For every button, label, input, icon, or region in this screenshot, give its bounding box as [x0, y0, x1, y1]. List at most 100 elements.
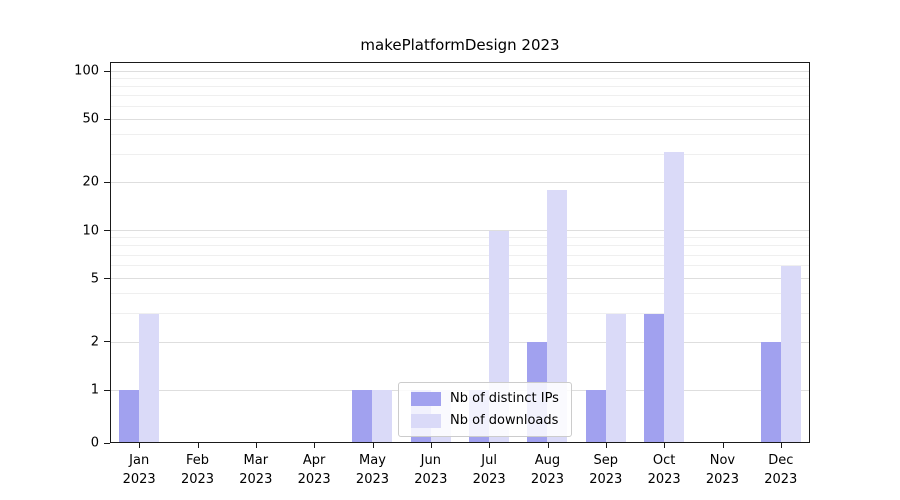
x-tick-label-may: May 2023: [343, 452, 401, 490]
y-tick-mark: [104, 118, 110, 120]
legend-label: Nb of downloads: [450, 413, 559, 428]
legend: Nb of distinct IPs Nb of downloads: [398, 382, 572, 437]
x-tick-mark: [255, 443, 257, 448]
y-tick-label-50: 50: [82, 111, 99, 127]
gridline-70: [110, 95, 810, 97]
y-tick-mark: [104, 181, 110, 183]
gridline-4: [110, 293, 810, 295]
bar-distinct-ips-dec: [760, 342, 781, 443]
gridline-10: [110, 230, 810, 231]
y-tick-mark: [104, 442, 110, 444]
legend-swatch: [411, 413, 441, 428]
x-tick-mark: [372, 443, 374, 448]
y-tick-label-100: 100: [74, 63, 99, 79]
x-tick-year: 2023: [180, 471, 215, 487]
gridline-90: [110, 77, 810, 79]
x-tick-month: Feb: [185, 453, 209, 468]
gridline-50: [110, 118, 810, 120]
gridline-80: [110, 85, 810, 87]
x-tick-label-apr: Apr 2023: [285, 452, 343, 490]
legend-item: Nb of distinct IPs: [411, 391, 559, 406]
chart-title: makePlatformDesign 2023: [360, 36, 560, 54]
x-tick-month: Jun: [420, 453, 441, 468]
legend-label: Nb of distinct IPs: [450, 391, 559, 406]
gridline-9: [110, 237, 810, 239]
x-tick-mark: [197, 443, 199, 448]
x-tick-year: 2023: [355, 471, 390, 487]
gridline-2: [110, 341, 810, 343]
bar-group-oct: [635, 62, 693, 443]
gridline-100: [110, 70, 810, 72]
legend-item: Nb of downloads: [411, 413, 559, 428]
y-tick-mark: [104, 278, 110, 279]
x-tick-label-mar: Mar 2023: [227, 452, 285, 490]
x-tick-year: 2023: [239, 471, 273, 487]
gridline-6: [110, 265, 810, 267]
x-tick-month: Apr: [302, 453, 326, 468]
bar-group-mar: [227, 62, 285, 443]
y-tick-label-10: 10: [82, 223, 99, 238]
gridline-8: [110, 245, 810, 247]
legend-swatch: [411, 391, 441, 406]
x-tick-year: 2023: [530, 471, 564, 487]
x-tick-month: Jan: [129, 453, 150, 468]
x-tick-mark: [605, 443, 607, 448]
x-axis: Jan 2023 Feb 2023 Mar 2023 Apr 2023 May 2023 Jun 20…: [110, 452, 810, 490]
x-tick-year: 2023: [297, 471, 331, 487]
gridline-40: [110, 133, 810, 135]
x-tick-month: May: [359, 453, 386, 468]
x-tick-mark: [547, 443, 549, 448]
x-tick-label-jan: Jan 2023: [110, 452, 168, 490]
x-tick-month: Dec: [768, 453, 794, 468]
x-tick-month: Jul: [481, 453, 497, 468]
x-tick-label-oct: Oct 2023: [635, 452, 693, 490]
bar-distinct-ips-jan: [119, 390, 140, 443]
y-tick-mark: [104, 341, 110, 343]
x-tick-mark: [489, 443, 491, 448]
x-tick-label-nov: Nov 2023: [693, 452, 751, 490]
x-tick-month: Oct: [652, 453, 676, 468]
x-tick-label-jul: Jul 2023: [460, 452, 518, 490]
x-tick-label-sep: Sep 2023: [577, 452, 635, 490]
x-tick-year: 2023: [705, 471, 739, 487]
gridline-7: [110, 254, 810, 256]
bar-downloads-sep: [605, 313, 626, 443]
gridlines: [110, 62, 810, 443]
gridline-60: [110, 105, 810, 107]
x-tick-mark: [430, 443, 432, 448]
bar-group-jan: [110, 62, 168, 443]
x-tick-year: 2023: [764, 471, 798, 487]
x-tick-label-feb: Feb 2023: [168, 452, 226, 490]
bar-downloads-oct: [664, 152, 685, 443]
x-tick-year: 2023: [122, 471, 156, 487]
gridline-20: [110, 182, 810, 183]
bar-group-dec: [752, 62, 810, 443]
y-tick-mark: [104, 70, 110, 72]
gridline-5: [110, 278, 810, 280]
x-tick-mark: [780, 443, 782, 448]
x-tick-year: 2023: [472, 471, 506, 487]
x-tick-mark: [664, 443, 666, 448]
x-tick-month: Sep: [593, 453, 619, 468]
gridline-30: [110, 153, 810, 155]
bar-group-sep: [577, 62, 635, 443]
bar-downloads-aug: [547, 189, 568, 443]
x-tick-mark: [139, 443, 141, 448]
y-tick-label-0: 0: [90, 435, 99, 451]
x-tick-month: Nov: [709, 453, 736, 468]
bar-group-apr: [285, 62, 343, 443]
bar-distinct-ips-sep: [585, 390, 606, 443]
bar-downloads-dec: [780, 265, 801, 443]
y-tick-label-2: 2: [90, 334, 99, 350]
y-tick-mark: [104, 389, 110, 391]
x-tick-year: 2023: [589, 471, 623, 487]
x-tick-label-aug: Aug 2023: [518, 452, 576, 490]
x-tick-year: 2023: [414, 471, 448, 487]
x-tick-month: Mar: [243, 453, 269, 468]
x-tick-mark: [314, 443, 316, 448]
x-tick-label-dec: Dec 2023: [752, 452, 810, 490]
y-tick-label-20: 20: [82, 174, 99, 190]
x-tick-month: Aug: [534, 453, 561, 468]
bar-downloads-jan: [139, 313, 160, 443]
